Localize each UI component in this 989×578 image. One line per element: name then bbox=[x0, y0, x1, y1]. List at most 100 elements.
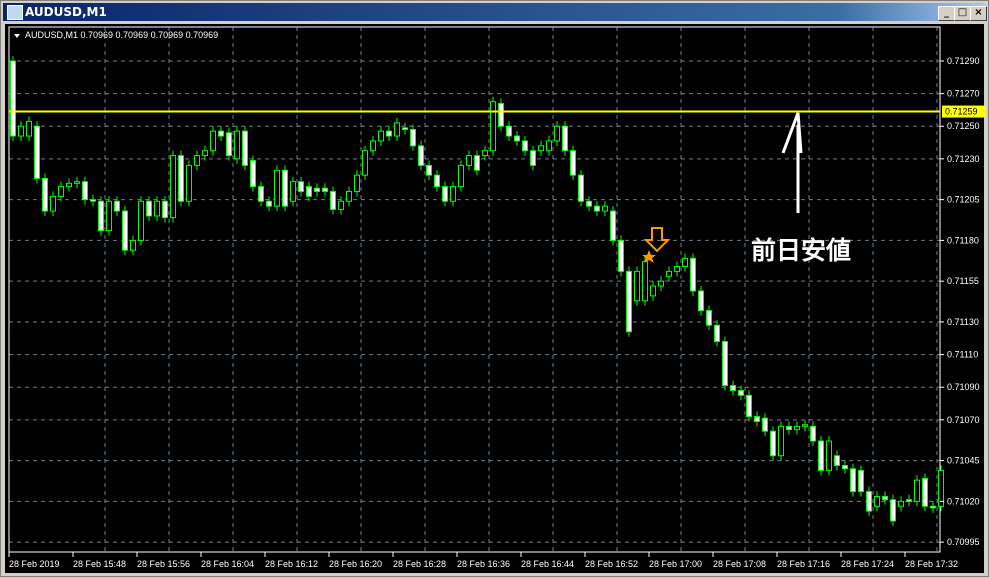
candle-body bbox=[274, 169, 280, 207]
time-tick-label: 28 Feb 16:44 bbox=[521, 559, 574, 569]
candle-body bbox=[194, 155, 200, 166]
candle-body bbox=[674, 266, 680, 272]
candle-body bbox=[754, 416, 760, 422]
candle-body bbox=[530, 150, 536, 166]
candle-body bbox=[538, 145, 544, 152]
price-tag-label: 0.71259 bbox=[945, 107, 978, 117]
star-marker-icon bbox=[642, 250, 656, 263]
candle-body bbox=[434, 174, 440, 188]
candle-body bbox=[386, 130, 392, 137]
price-tick-label: 0.71290 bbox=[947, 56, 980, 66]
candle-body bbox=[122, 210, 128, 251]
candle-body bbox=[898, 500, 904, 507]
price-chart[interactable]: 0.71290 0.71270 0.71250 0.71230 0.71205 0.711… bbox=[5, 24, 986, 573]
candle-body bbox=[458, 164, 464, 188]
candle-body bbox=[34, 125, 40, 179]
candle-body bbox=[450, 186, 456, 202]
candle-body bbox=[426, 164, 432, 176]
candle-body bbox=[562, 125, 568, 152]
price-tick-label: 0.71250 bbox=[947, 121, 980, 131]
candle-body bbox=[466, 155, 472, 166]
candle-body bbox=[354, 174, 360, 192]
candle-body bbox=[202, 150, 208, 157]
candle-body bbox=[602, 205, 608, 212]
candle-body bbox=[138, 200, 144, 241]
candle-body bbox=[26, 120, 32, 137]
candle-body bbox=[162, 200, 168, 219]
candle-body bbox=[42, 177, 48, 212]
candle-body bbox=[802, 424, 808, 427]
time-tick-label: 28 Feb 16:12 bbox=[265, 559, 318, 569]
price-tick-label: 0.71270 bbox=[947, 89, 980, 99]
candle-body bbox=[770, 430, 776, 457]
candle-body bbox=[730, 385, 736, 391]
candle-body bbox=[90, 199, 96, 202]
price-tick-label: 0.70995 bbox=[947, 537, 980, 547]
candle-body bbox=[794, 425, 800, 431]
candle-body bbox=[226, 132, 232, 157]
candle-body bbox=[186, 164, 192, 202]
candle-body bbox=[642, 261, 648, 302]
candle-body bbox=[66, 182, 72, 188]
time-tick-label: 28 Feb 15:48 bbox=[73, 559, 126, 569]
candle-body bbox=[682, 257, 688, 268]
candle-body bbox=[418, 145, 424, 166]
candle-body bbox=[810, 425, 816, 442]
candle-body bbox=[906, 499, 912, 502]
down-arrow-marker-icon bbox=[643, 227, 671, 253]
candle-body bbox=[362, 150, 368, 176]
candle-body bbox=[658, 280, 664, 287]
up-arrowhead-icon bbox=[781, 112, 803, 154]
candle-body bbox=[506, 125, 512, 137]
candle-body bbox=[370, 140, 376, 152]
price-tick-label: 0.71070 bbox=[947, 415, 980, 425]
candle-body bbox=[130, 239, 136, 251]
candle-body bbox=[626, 270, 632, 333]
candle-body bbox=[922, 478, 928, 507]
time-tick-label: 28 Feb 16:28 bbox=[393, 559, 446, 569]
candle-body bbox=[722, 341, 728, 387]
candle-body bbox=[330, 190, 336, 210]
price-tag bbox=[942, 105, 986, 118]
candle-body bbox=[850, 468, 856, 493]
candle-body bbox=[338, 200, 344, 210]
candle-body bbox=[58, 186, 64, 197]
candle-body bbox=[554, 125, 560, 142]
time-tick-label: 28 Feb 17:24 bbox=[841, 559, 894, 569]
candle-body bbox=[322, 187, 328, 192]
candle-body bbox=[146, 200, 152, 217]
title-bar[interactable]: AUDUSD,M1 _ □ × bbox=[3, 3, 987, 21]
candle-body bbox=[250, 159, 256, 188]
candle-body bbox=[826, 440, 832, 471]
price-tick-label: 0.71205 bbox=[947, 195, 980, 205]
price-tick-label: 0.71045 bbox=[947, 456, 980, 466]
candle-body bbox=[490, 101, 496, 152]
candle-body bbox=[82, 181, 88, 201]
candle-body bbox=[482, 150, 488, 157]
dropdown-triangle-icon[interactable] bbox=[14, 34, 20, 38]
candle-body bbox=[346, 190, 352, 202]
candle-body bbox=[786, 425, 792, 431]
candle-body bbox=[298, 181, 304, 192]
candle-body bbox=[402, 127, 408, 131]
price-tick-label: 0.71155 bbox=[947, 276, 979, 286]
candle-body bbox=[610, 210, 616, 241]
candle-body bbox=[378, 130, 384, 142]
candle-body bbox=[266, 200, 272, 207]
close-button[interactable]: × bbox=[970, 6, 987, 21]
time-tick-label: 28 Feb 17:08 bbox=[713, 559, 766, 569]
time-tick-label: 28 Feb 17:16 bbox=[777, 559, 830, 569]
candle-body bbox=[882, 495, 888, 501]
candle-body bbox=[210, 130, 216, 152]
price-tick-label: 0.71090 bbox=[947, 382, 980, 392]
candle-body bbox=[714, 324, 720, 343]
candle-body bbox=[874, 495, 880, 507]
price-tick-label: 0.71020 bbox=[947, 496, 980, 506]
candle-body bbox=[578, 174, 584, 202]
candle-body bbox=[498, 102, 504, 127]
candle-body bbox=[930, 505, 936, 509]
candle-body bbox=[706, 310, 712, 326]
candle-body bbox=[746, 394, 752, 418]
candle-body bbox=[234, 130, 240, 160]
